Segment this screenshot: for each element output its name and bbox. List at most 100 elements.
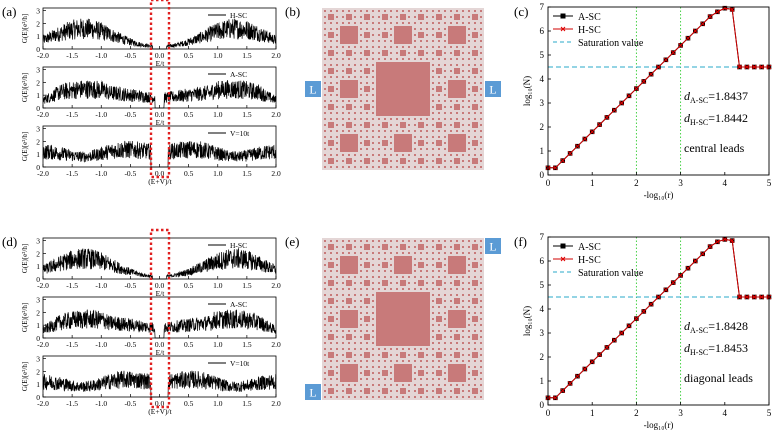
carpet-hole — [474, 378, 476, 380]
carpet-hole — [472, 244, 478, 250]
x-tick-label: 0.5 — [184, 110, 194, 119]
conductance-curve — [42, 140, 277, 168]
x-tick-label: 1.0 — [213, 51, 223, 60]
carpet-hole — [444, 142, 446, 144]
carpet-hole — [364, 86, 370, 92]
carpet-hole — [448, 256, 466, 274]
carpet-hole — [456, 360, 458, 362]
carpet-hole — [354, 10, 356, 12]
carpet-hole — [330, 22, 332, 24]
carpet-hole — [372, 372, 374, 374]
data-point — [582, 366, 588, 372]
carpet-hole — [342, 112, 344, 114]
carpet-hole — [444, 342, 446, 344]
carpet-hole — [328, 334, 334, 340]
carpet-hole — [378, 136, 380, 138]
carpet-hole — [438, 348, 440, 350]
y-tick-label: 2 — [36, 367, 40, 376]
carpet-hole — [480, 112, 482, 114]
y-tick-label: 2 — [36, 137, 40, 146]
carpet-hole — [472, 388, 478, 394]
carpet-hole — [396, 246, 398, 248]
carpet-hole — [402, 118, 404, 120]
carpet-hole — [348, 342, 350, 344]
data-point — [744, 294, 750, 300]
carpet-hole — [420, 46, 422, 48]
carpet-hole — [366, 306, 368, 308]
carpet-hole — [450, 342, 452, 344]
carpet-hole — [480, 318, 482, 320]
carpet-hole — [408, 390, 410, 392]
carpet-hole — [402, 46, 404, 48]
lead-right: L — [485, 238, 501, 254]
carpet-hole — [378, 366, 380, 368]
carpet-hole — [372, 384, 374, 386]
carpet-hole — [474, 100, 476, 102]
y-tick-label: 2 — [36, 308, 40, 317]
carpet-hole — [354, 288, 356, 290]
conductance-column: (d) 0 1 2 3 G(E)[e²/h] -2.0 -1.5 -1.0 -0.5 0.0 0.5 1… — [2, 228, 281, 416]
carpet-hole — [474, 118, 476, 120]
carpet-hole — [390, 136, 392, 138]
lead-label: L — [309, 83, 316, 97]
carpet-hole — [480, 246, 482, 248]
carpet-hole — [372, 58, 374, 60]
carpet-hole — [438, 112, 440, 114]
carpet-hole — [328, 14, 334, 20]
conductance-panel: 0 1 2 3 G(E)[e²/h] -2.0 -1.5 -1.0 -0.5 0.0 0.5 1.0 1… — [21, 296, 281, 357]
carpet-hole — [432, 82, 434, 84]
carpet-hole — [330, 130, 332, 132]
carpet-hole — [364, 122, 370, 128]
carpet-hole — [456, 306, 458, 308]
carpet-hole — [448, 310, 466, 328]
carpet-hole — [336, 282, 338, 284]
carpet-hole — [366, 366, 368, 368]
carpet-hole — [348, 154, 350, 156]
carpet-hole — [462, 342, 464, 344]
carpet-hole — [474, 40, 476, 42]
carpet-hole — [414, 360, 416, 362]
carpet-hole — [432, 324, 434, 326]
carpet-hole — [408, 130, 410, 132]
data-point — [611, 107, 617, 113]
x-tick-label: 4 — [723, 408, 728, 418]
x-tick-label: 1.0 — [213, 281, 223, 290]
carpet-hole — [426, 258, 428, 260]
carpet-hole — [468, 94, 470, 96]
carpet-hole — [390, 264, 392, 266]
y-tick-label: 2 — [36, 78, 40, 87]
carpet-hole — [402, 58, 404, 60]
carpet-hole — [414, 46, 416, 48]
carpet-hole — [444, 372, 446, 374]
carpet-hole — [360, 312, 362, 314]
carpet-hole — [462, 252, 464, 254]
carpet-hole — [354, 306, 356, 308]
carpet-hole — [336, 154, 338, 156]
carpet-hole — [354, 342, 356, 344]
carpet-hole — [336, 22, 338, 24]
carpet-hole — [378, 148, 380, 150]
carpet-hole — [432, 154, 434, 156]
carpet-hole — [328, 316, 334, 322]
carpet-hole — [366, 148, 368, 150]
carpet-hole — [336, 124, 338, 126]
carpet-hole — [360, 64, 362, 66]
carpet-hole — [348, 348, 350, 350]
carpet-hole — [426, 390, 428, 392]
carpet-hole — [414, 166, 416, 168]
carpet-hole — [420, 258, 422, 260]
carpet-hole — [366, 82, 368, 84]
dimension-subscript: H-SC — [690, 348, 708, 357]
carpet-hole — [480, 22, 482, 24]
carpet-hole — [360, 118, 362, 120]
carpet-hole — [336, 94, 338, 96]
carpet-hole — [384, 136, 386, 138]
carpet-hole — [474, 276, 476, 278]
carpet-hole — [336, 294, 338, 296]
x-tick-label: 2.0 — [271, 340, 281, 349]
carpet-hole — [396, 348, 398, 350]
carpet-hole — [454, 352, 460, 358]
carpet-hole — [372, 70, 374, 72]
carpet-hole — [450, 16, 452, 18]
carpet-hole — [336, 378, 338, 380]
